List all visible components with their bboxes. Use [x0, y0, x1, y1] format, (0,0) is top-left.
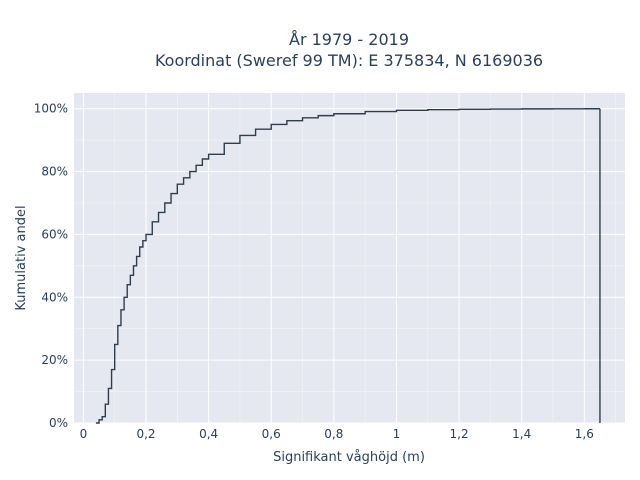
series-layer: [95, 108, 601, 424]
y-axis-ticks: 0% 20% 40% 60% 80% 100%: [34, 102, 68, 430]
x-tick-label: 0,8: [324, 427, 343, 441]
y-tick-label: 100%: [34, 102, 68, 116]
x-tick-label: 1: [393, 427, 401, 441]
x-tick-label: 0,6: [262, 427, 281, 441]
chart-title-line-1: År 1979 - 2019: [289, 30, 409, 49]
x-tick-label: 0: [80, 427, 88, 441]
chart-title: År 1979 - 2019 Koordinat (Sweref 99 TM):…: [155, 30, 543, 70]
x-axis-label: Signifikant våghöjd (m): [273, 450, 425, 465]
x-tick-label: 0,2: [136, 427, 155, 441]
y-tick-label: 20%: [41, 353, 68, 367]
x-tick-label: 1,4: [512, 427, 531, 441]
chart-title-line-2: Koordinat (Sweref 99 TM): E 375834, N 61…: [155, 51, 543, 70]
x-tick-label: 1,2: [450, 427, 469, 441]
x-tick-label: 0,4: [199, 427, 218, 441]
y-tick-label: 80%: [41, 165, 68, 179]
y-tick-label: 40%: [41, 290, 68, 304]
plot-area: [74, 93, 625, 423]
y-tick-label: 60%: [41, 227, 68, 241]
cdf-series-line: [95, 108, 601, 424]
x-axis-ticks: 0 0,2 0,4 0,6 0,8 1 1,2 1,4 1,6: [80, 427, 594, 441]
y-axis-label: Kumulativ andel: [14, 205, 29, 310]
y-tick-label: 0%: [49, 416, 68, 430]
x-tick-label: 1,6: [575, 427, 594, 441]
